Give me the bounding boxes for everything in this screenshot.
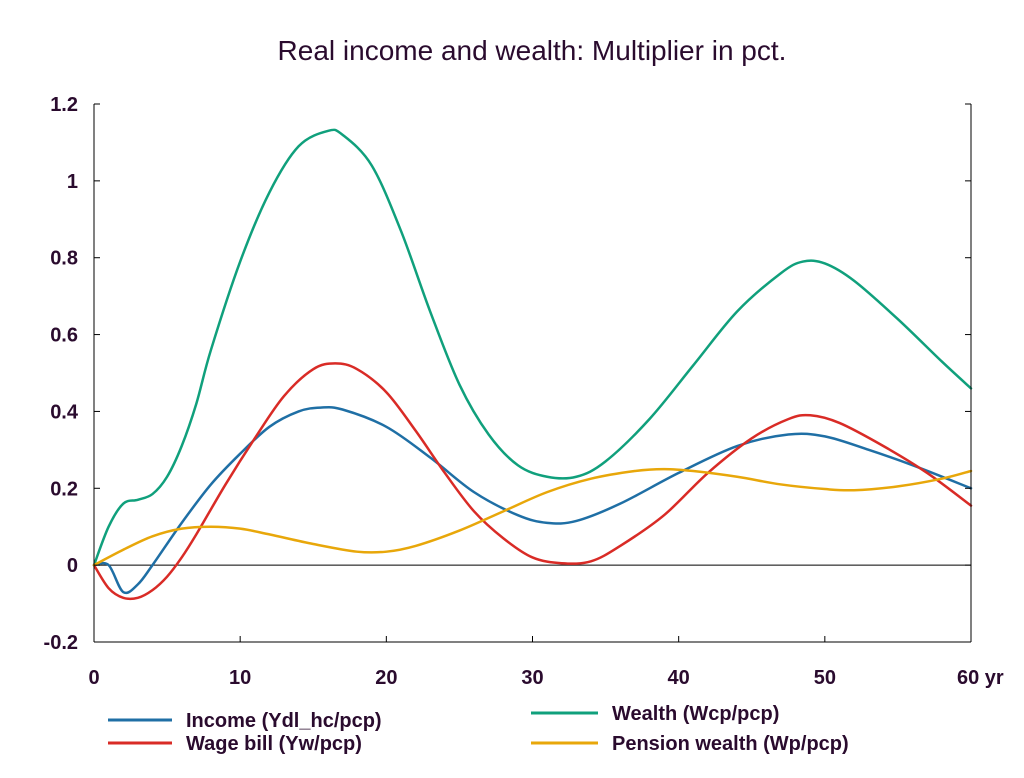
series-layer <box>92 128 973 601</box>
y-tick-label: 0.2 <box>50 478 78 500</box>
legend-item-wage-bill: Wage bill (Yw/pcp) <box>108 733 362 755</box>
y-tick-label: 0.8 <box>50 248 78 270</box>
legend-label: Wealth (Wcp/pcp) <box>612 703 779 725</box>
legend-item-wealth: Wealth (Wcp/pcp) <box>531 703 779 725</box>
y-tick-label: 0.4 <box>50 401 79 423</box>
series-pension-wealth-line <box>92 467 973 567</box>
x-tick-label: 10 <box>229 667 251 689</box>
x-tick-label: 60 yr <box>957 667 1004 689</box>
y-tick-label: 1.2 <box>50 94 78 116</box>
x-tick-label: 20 <box>375 667 397 689</box>
legend: Income (Ydl_hc/pcp) Wealth (Wcp/pcp) Wage … <box>108 703 849 755</box>
legend-item-pension-wealth: Pension wealth (Wp/pcp) <box>531 733 849 755</box>
chart-title: Real income and wealth: Multiplier in pc… <box>278 35 787 66</box>
y-tick-label: 0.6 <box>50 325 78 347</box>
legend-label: Pension wealth (Wp/pcp) <box>612 733 849 755</box>
x-tick-label: 0 <box>88 667 99 689</box>
x-tick-label: 30 <box>521 667 543 689</box>
series-income-line <box>92 405 973 595</box>
legend-item-income: Income (Ydl_hc/pcp) <box>108 710 382 732</box>
y-tick-label: -0.2 <box>44 632 78 654</box>
x-tick-label: 40 <box>668 667 690 689</box>
x-tick-label: 50 <box>814 667 836 689</box>
y-tick-label: 0 <box>67 555 78 577</box>
legend-label: Income (Ydl_hc/pcp) <box>186 710 382 732</box>
axis-layer: -0.2 0 0.2 0.4 0.6 0.8 1 1.2 0 10 20 30 40 50 60 yr <box>44 94 1004 689</box>
y-tick-label: 1 <box>67 171 78 193</box>
legend-label: Wage bill (Yw/pcp) <box>186 733 362 755</box>
series-wealth-line <box>92 128 973 567</box>
series-wage-bill-line <box>92 362 973 601</box>
